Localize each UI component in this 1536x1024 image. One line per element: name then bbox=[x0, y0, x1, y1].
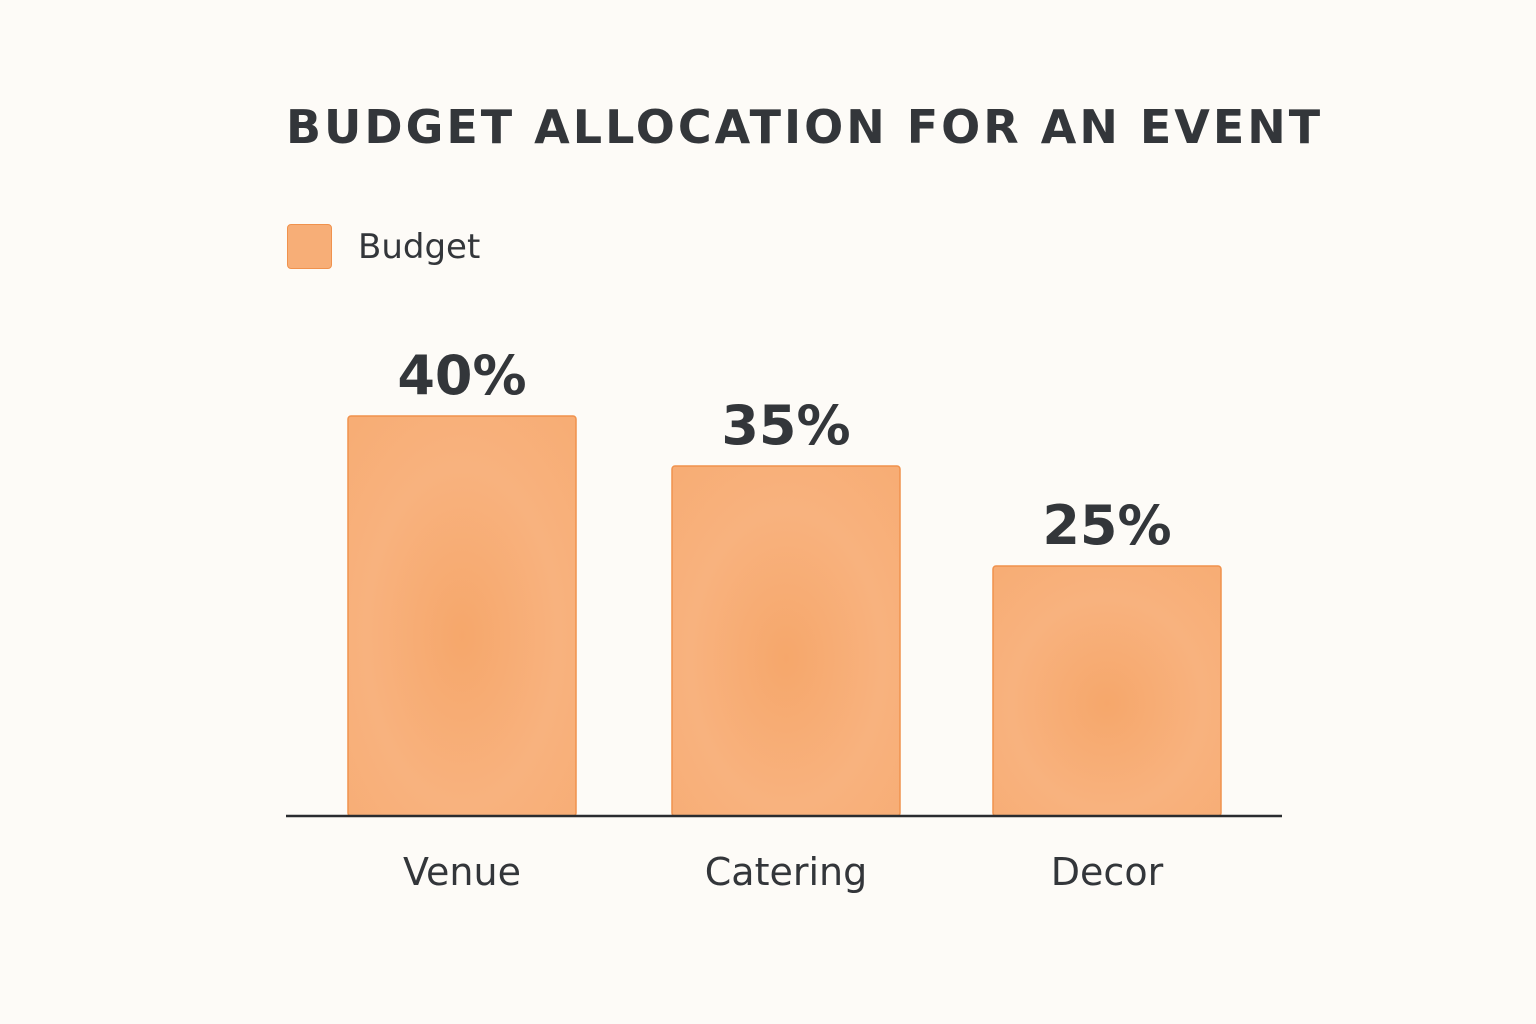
labels-group: 40% Venue 35% Catering 25% Decor bbox=[397, 344, 1171, 894]
bar-catering bbox=[671, 465, 901, 817]
value-label-catering: 35% bbox=[721, 394, 850, 457]
legend-swatch-budget bbox=[287, 224, 332, 269]
category-label-decor: Decor bbox=[1051, 850, 1164, 894]
bar-venue bbox=[347, 415, 577, 817]
chart-title: BUDGET ALLOCATION FOR AN EVENT bbox=[286, 100, 1324, 154]
bar-decor bbox=[992, 565, 1222, 817]
category-label-catering: Catering bbox=[705, 850, 867, 894]
bars-group bbox=[347, 415, 1222, 817]
category-label-venue: Venue bbox=[403, 850, 521, 894]
legend-label-budget: Budget bbox=[358, 226, 481, 267]
value-label-decor: 25% bbox=[1042, 494, 1171, 557]
value-label-venue: 40% bbox=[397, 344, 526, 407]
legend: Budget bbox=[287, 224, 480, 269]
